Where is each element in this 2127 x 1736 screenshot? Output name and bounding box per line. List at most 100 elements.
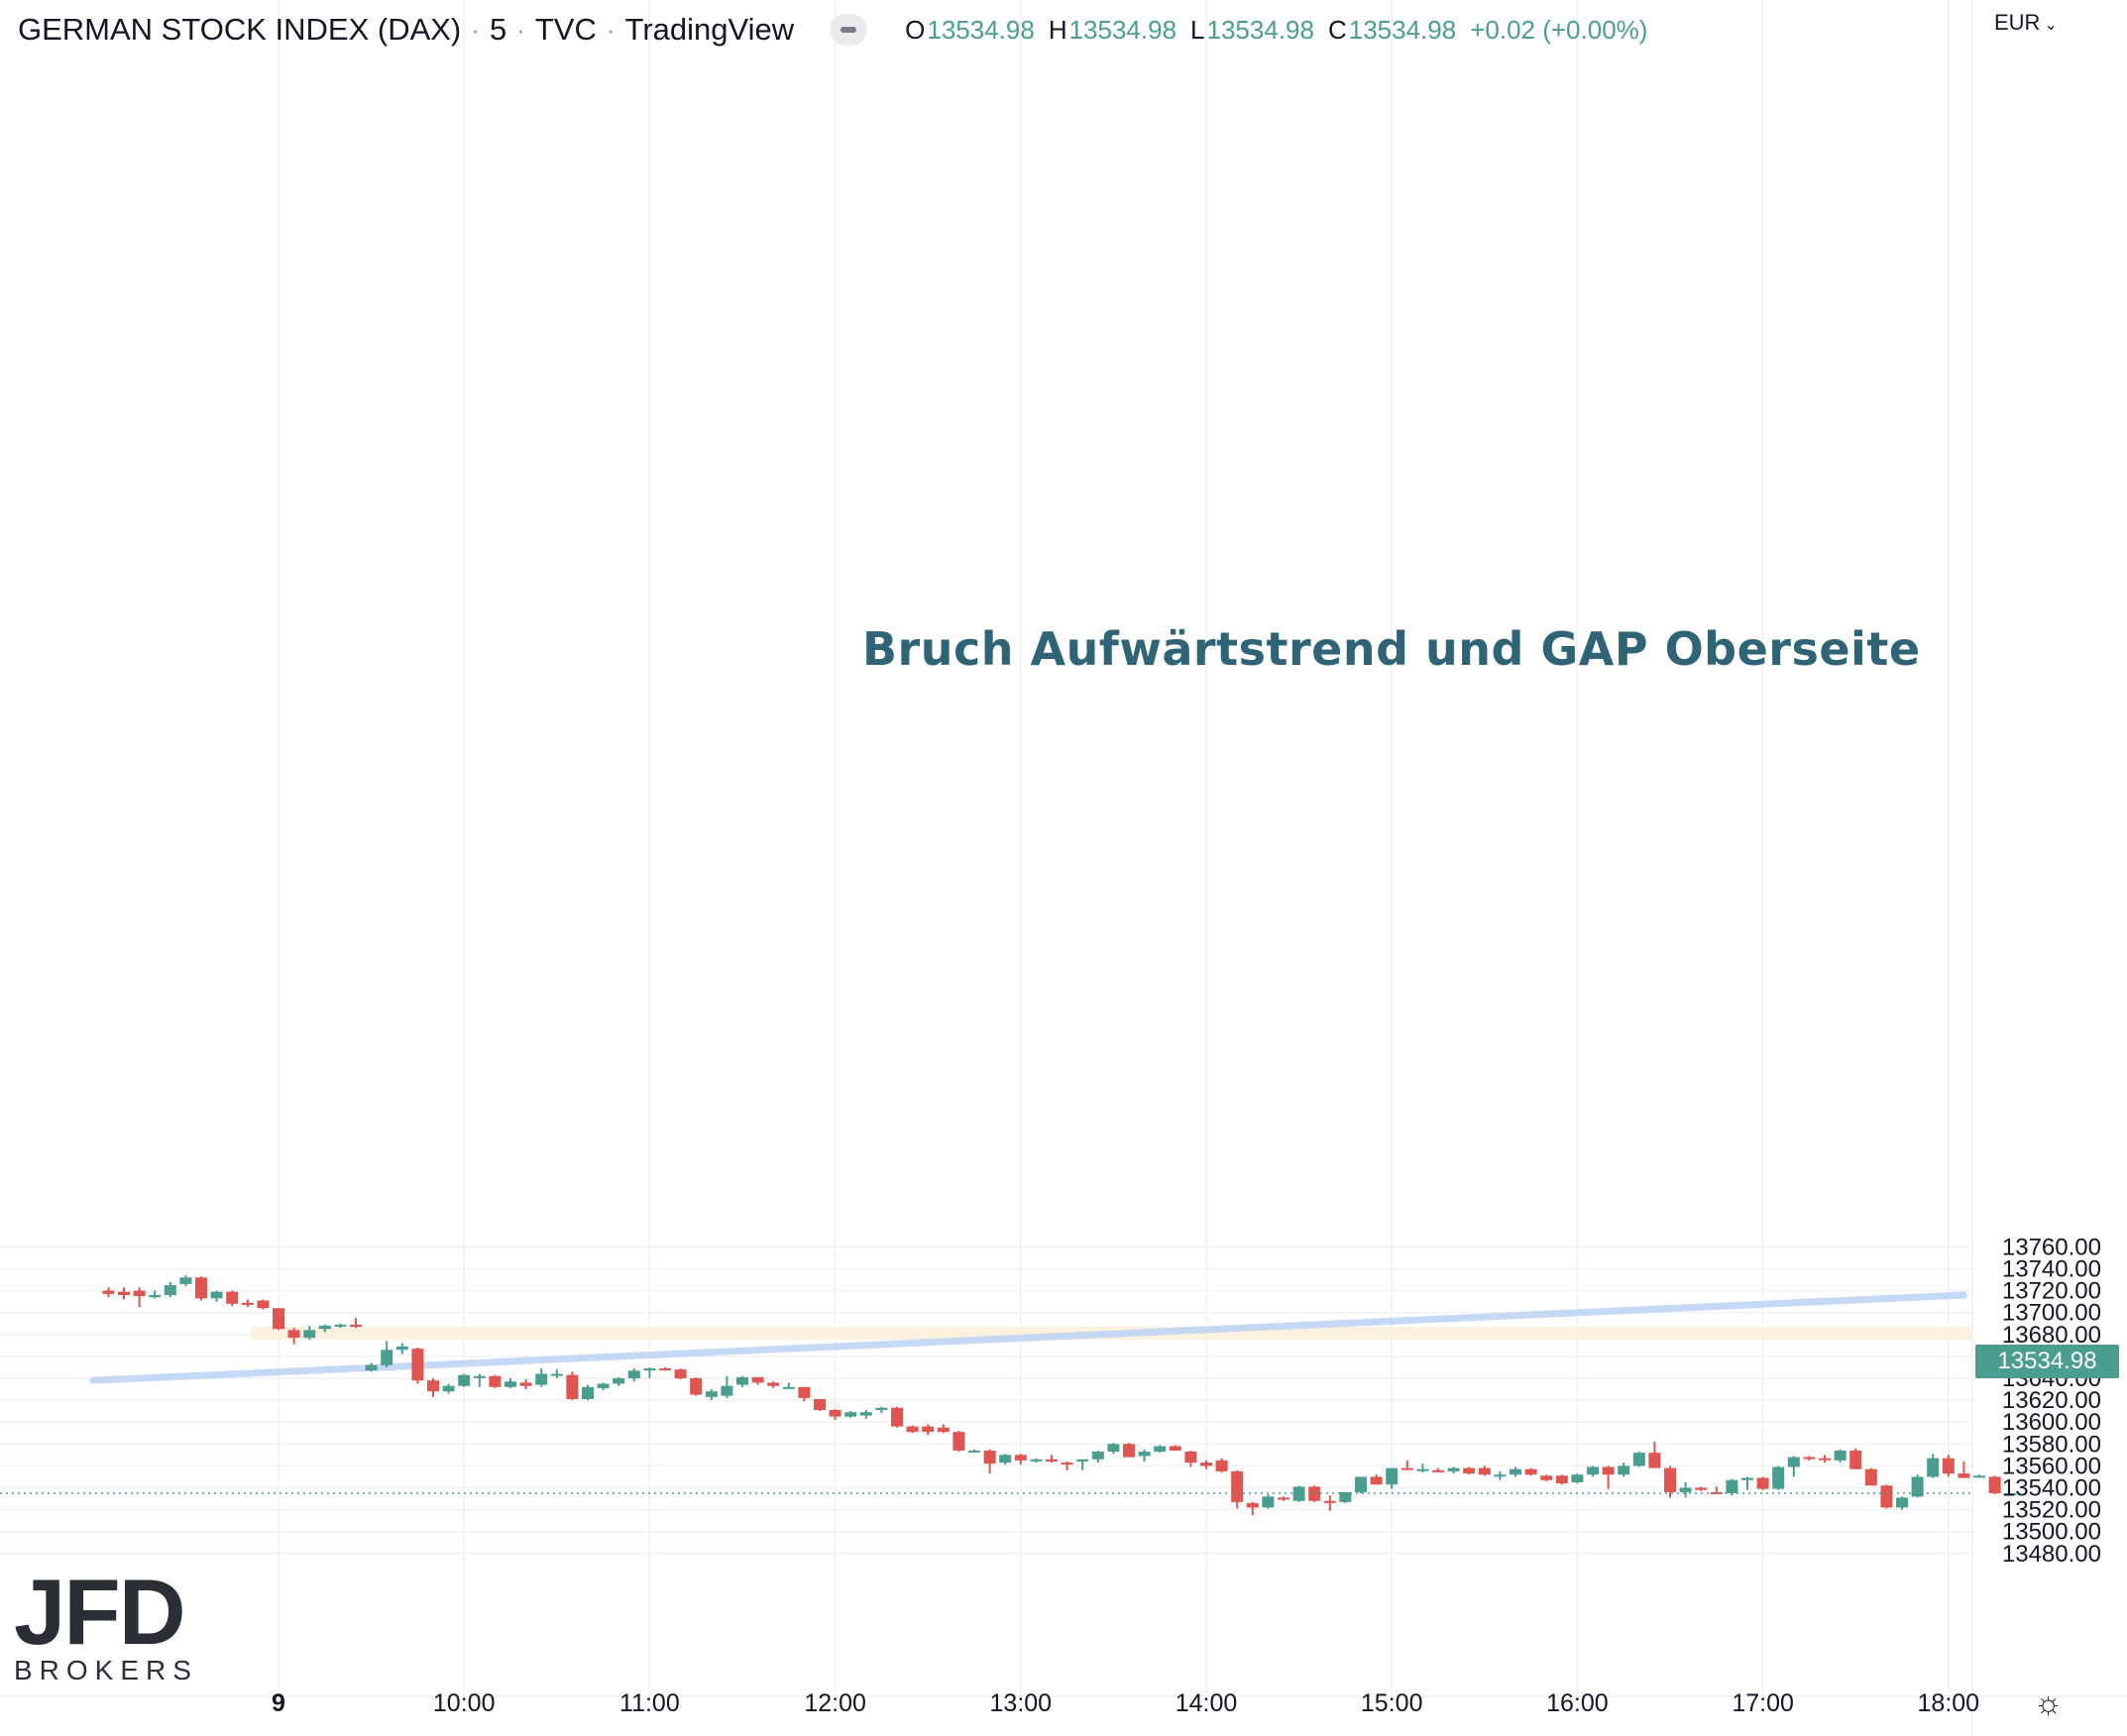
candle-body <box>1215 1460 1228 1471</box>
candle-body <box>1432 1469 1444 1472</box>
candle-body <box>1400 1467 1413 1470</box>
candle <box>458 1373 471 1387</box>
candle-body <box>149 1294 162 1298</box>
candle <box>829 1408 841 1420</box>
candle <box>721 1375 733 1398</box>
candle <box>133 1287 146 1308</box>
candle-body <box>1416 1468 1429 1471</box>
candle-body <box>1478 1467 1491 1475</box>
currency-selector[interactable]: EUR ⌄ <box>1994 10 2058 36</box>
x-axis[interactable]: 9 10:00 11:00 12:00 13:00 14:00 15:00 16:00 17:0… <box>272 1689 1979 1717</box>
candle-body <box>257 1300 270 1309</box>
hide-indicator-icon[interactable] <box>830 14 868 46</box>
candle-body <box>473 1375 486 1378</box>
candle <box>1154 1445 1167 1454</box>
candle <box>1524 1467 1537 1476</box>
candle <box>210 1290 223 1302</box>
x-tick-label: 12:00 <box>804 1689 866 1717</box>
candle-body <box>1494 1474 1507 1477</box>
candle <box>1834 1449 1847 1464</box>
candle-body <box>721 1385 733 1396</box>
y-tick-label: 13560.00 <box>2002 1453 2101 1479</box>
candle-body <box>458 1374 471 1386</box>
candle <box>1587 1465 1599 1477</box>
y-tick-label: 13500.00 <box>2002 1519 2101 1546</box>
chart-annotation[interactable]: Bruch Aufwärtstrend und GAP Oberseite <box>862 622 1921 676</box>
candle <box>705 1389 718 1401</box>
candle <box>582 1384 594 1401</box>
candle-body <box>395 1346 408 1351</box>
logo-sub: BROKERS <box>14 1655 198 1685</box>
candle <box>627 1368 640 1382</box>
candle <box>1200 1460 1212 1469</box>
y-tick-label: 13680.00 <box>2002 1322 2101 1349</box>
candle-body <box>814 1398 826 1411</box>
candle-body <box>1339 1491 1352 1502</box>
candle <box>1030 1458 1043 1464</box>
candle <box>1246 1501 1259 1516</box>
candle <box>891 1406 903 1428</box>
candle-body <box>1463 1467 1476 1474</box>
candle <box>767 1381 780 1388</box>
source-label: TVC <box>534 12 597 47</box>
x-tick-label: 13:00 <box>990 1689 1053 1717</box>
candle <box>1648 1442 1661 1468</box>
candle <box>751 1376 764 1385</box>
y-axis[interactable]: 13760.0013740.0013720.0013700.0013680.00… <box>2002 1234 2101 1567</box>
candle-body <box>1632 1453 1645 1466</box>
x-tick-label: 9 <box>272 1689 285 1717</box>
candle <box>1958 1461 1970 1478</box>
candle-body <box>1571 1474 1584 1482</box>
candle <box>1911 1474 1924 1498</box>
candle <box>1540 1474 1553 1481</box>
candle <box>952 1431 965 1453</box>
candle-body <box>1076 1459 1089 1462</box>
candle-body <box>674 1369 687 1378</box>
candle <box>1386 1467 1399 1489</box>
candle <box>814 1398 826 1412</box>
candle <box>999 1454 1012 1465</box>
symbol-title[interactable]: GERMAN STOCK INDEX (DAX) <box>18 12 462 47</box>
candle <box>1447 1466 1460 1474</box>
low-label: L <box>1190 14 1205 45</box>
candle-body <box>627 1370 640 1378</box>
candle-body <box>736 1376 748 1385</box>
candle-body <box>550 1373 563 1376</box>
candle-body <box>891 1407 903 1427</box>
candle-body <box>566 1374 579 1399</box>
candle-body <box>164 1285 176 1295</box>
trendline <box>89 1291 1967 1384</box>
candle-body <box>1138 1452 1151 1457</box>
candle-body <box>1927 1458 1940 1477</box>
candle-body <box>1679 1487 1692 1492</box>
candle-body <box>1046 1459 1058 1462</box>
separator-dot: · <box>516 14 525 45</box>
open-value: 13534.98 <box>927 14 1035 45</box>
candle-body <box>1973 1475 1985 1478</box>
candle-body <box>442 1385 455 1392</box>
candle <box>690 1376 703 1396</box>
settings-gear-icon[interactable]: ☼ <box>2034 1684 2064 1720</box>
candle-body <box>829 1410 841 1417</box>
candle <box>273 1308 284 1331</box>
candle-body <box>613 1377 625 1384</box>
candle-body <box>1988 1476 2001 1494</box>
candle <box>1819 1455 1831 1464</box>
candle <box>1571 1473 1584 1484</box>
candle-body <box>1555 1475 1568 1484</box>
candle-body <box>1710 1491 1723 1494</box>
candle-body <box>659 1368 671 1371</box>
candle <box>566 1371 579 1401</box>
change-value: +0.02 (+0.00%) <box>1470 14 1648 45</box>
candle <box>1169 1445 1181 1451</box>
candle-body <box>1540 1475 1553 1480</box>
candle-body <box>1169 1446 1181 1451</box>
candle-body <box>1819 1458 1831 1461</box>
y-tick-label: 13760.00 <box>2002 1234 2101 1260</box>
candle <box>102 1287 115 1298</box>
candle-body <box>381 1350 393 1365</box>
candle <box>1463 1466 1476 1475</box>
interval-label[interactable]: 5 <box>489 12 507 47</box>
candle <box>1478 1465 1491 1476</box>
